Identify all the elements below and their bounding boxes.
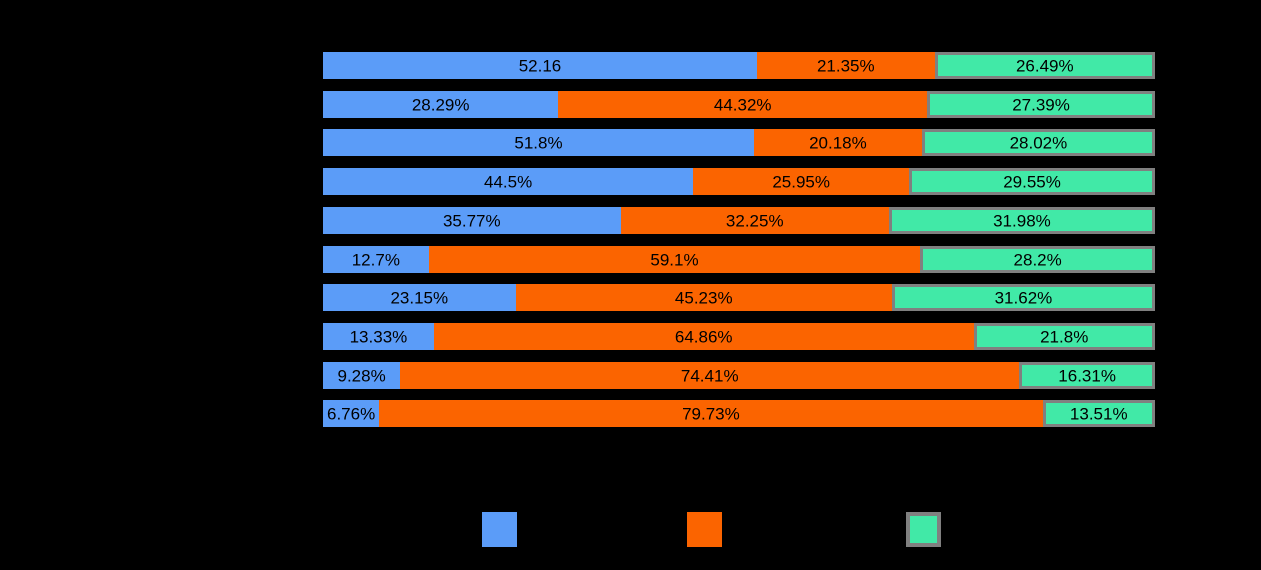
bar-segment-green[interactable]: 28.02% bbox=[921, 129, 1155, 156]
bar-segment-orange[interactable]: 21.35% bbox=[756, 52, 935, 79]
bar-row[interactable]: 13.33% 64.86% 21.8% bbox=[323, 323, 1155, 350]
bar-segment-orange[interactable]: 74.41% bbox=[400, 362, 1020, 389]
bar-row[interactable]: 44.5% 25.95% 29.55% bbox=[323, 168, 1155, 195]
bar-segment-value-label: 31.98% bbox=[993, 211, 1051, 230]
bar-segment-value-label: 52.16 bbox=[518, 56, 562, 75]
bar-row[interactable]: 35.77% 32.25% 31.98% bbox=[323, 207, 1155, 234]
bar-row[interactable]: 28.29% 44.32% 27.39% bbox=[323, 91, 1155, 118]
y-axis-labels bbox=[0, 52, 318, 429]
bar-segment-orange[interactable]: 20.18% bbox=[753, 129, 922, 156]
bar-segment-value-label: 31.62% bbox=[994, 288, 1053, 307]
bar-segment-value-label: 64.86% bbox=[674, 327, 733, 346]
bar-segment-blue[interactable]: 13.33% bbox=[323, 323, 434, 350]
bar-segment-value-label: 25.95% bbox=[772, 172, 831, 191]
bar-segment-green[interactable]: 31.98% bbox=[888, 207, 1155, 234]
bar-segment-blue[interactable]: 6.76% bbox=[323, 400, 380, 427]
bar-row[interactable]: 6.76% 79.73% 13.51% bbox=[323, 400, 1155, 427]
plot-area: 52.16 21.35% 26.49% 28.29% 44.32% 27.39% 51.8%… bbox=[323, 52, 1155, 429]
bar-segment-green[interactable]: 26.49% bbox=[934, 52, 1155, 79]
bar-segment-value-label: 23.15% bbox=[390, 288, 449, 307]
bar-segment-value-label: 32.25% bbox=[725, 211, 784, 230]
bar-segment-value-label: 28.29% bbox=[411, 95, 470, 114]
bar-segment-value-label: 79.73% bbox=[682, 404, 740, 423]
bar-segment-green[interactable]: 21.8% bbox=[973, 323, 1155, 350]
bar-segment-orange[interactable]: 79.73% bbox=[379, 400, 1043, 427]
bar-segment-blue[interactable]: 52.16 bbox=[323, 52, 757, 79]
bar-segment-blue[interactable]: 51.8% bbox=[323, 129, 754, 156]
bar-segment-value-label: 45.23% bbox=[674, 288, 733, 307]
bar-segment-value-label: 28.2% bbox=[1013, 250, 1062, 269]
legend-swatch-green bbox=[906, 512, 941, 547]
bar-segment-blue[interactable]: 12.7% bbox=[323, 246, 429, 273]
bar-segment-value-label: 13.51% bbox=[1069, 404, 1128, 423]
bar-segment-green[interactable]: 13.51% bbox=[1042, 400, 1155, 427]
bar-segment-green[interactable]: 29.55% bbox=[909, 168, 1155, 195]
bar-segment-value-label: 51.8% bbox=[514, 133, 563, 152]
bar-segment-blue[interactable]: 23.15% bbox=[323, 284, 516, 311]
bar-segment-green[interactable]: 28.2% bbox=[920, 246, 1155, 273]
bar-segment-orange[interactable]: 25.95% bbox=[693, 168, 910, 195]
bar-row[interactable]: 51.8% 20.18% 28.02% bbox=[323, 129, 1155, 156]
bar-segment-value-label: 9.28% bbox=[337, 366, 386, 385]
bar-segment-value-label: 13.33% bbox=[349, 327, 408, 346]
bar-segment-orange[interactable]: 64.86% bbox=[433, 323, 974, 350]
bar-segment-green[interactable]: 16.31% bbox=[1019, 362, 1155, 389]
bar-segment-orange[interactable]: 45.23% bbox=[515, 284, 892, 311]
bar-segment-orange[interactable]: 59.1% bbox=[428, 246, 921, 273]
bar-row[interactable]: 52.16 21.35% 26.49% bbox=[323, 52, 1155, 79]
bar-row[interactable]: 12.7% 59.1% 28.2% bbox=[323, 246, 1155, 273]
bar-segment-value-label: 20.18% bbox=[809, 133, 867, 152]
bar-segment-value-label: 44.5% bbox=[484, 172, 533, 191]
bar-segment-value-label: 16.31% bbox=[1058, 366, 1116, 385]
legend-swatch-blue bbox=[482, 512, 517, 547]
legend-entry[interactable] bbox=[482, 505, 527, 555]
bar-segment-orange[interactable]: 32.25% bbox=[620, 207, 889, 234]
bar-segment-value-label: 27.39% bbox=[1012, 95, 1070, 114]
bar-segment-value-label: 44.32% bbox=[713, 95, 772, 114]
bar-segment-value-label: 12.7% bbox=[351, 250, 400, 269]
bar-segment-value-label: 6.76% bbox=[327, 404, 376, 423]
bar-segment-blue[interactable]: 44.5% bbox=[323, 168, 694, 195]
bar-segment-blue[interactable]: 9.28% bbox=[323, 362, 401, 389]
bar-segment-green[interactable]: 31.62% bbox=[891, 284, 1155, 311]
bar-segment-blue[interactable]: 28.29% bbox=[323, 91, 559, 118]
bar-segment-value-label: 74.41% bbox=[680, 366, 739, 385]
bar-segment-value-label: 59.1% bbox=[650, 250, 699, 269]
legend-swatch-orange bbox=[687, 512, 722, 547]
bar-segment-green[interactable]: 27.39% bbox=[927, 91, 1155, 118]
bar-segment-value-label: 21.35% bbox=[816, 56, 875, 75]
bar-row[interactable]: 9.28% 74.41% 16.31% bbox=[323, 362, 1155, 389]
bar-segment-value-label: 26.49% bbox=[1015, 56, 1074, 75]
bar-segment-value-label: 21.8% bbox=[1040, 327, 1089, 346]
bar-segment-blue[interactable]: 35.77% bbox=[323, 207, 621, 234]
chart-legend bbox=[0, 505, 1261, 560]
bar-segment-value-label: 35.77% bbox=[442, 211, 501, 230]
bar-segment-orange[interactable]: 44.32% bbox=[558, 91, 928, 118]
bar-segment-value-label: 29.55% bbox=[1003, 172, 1061, 191]
bar-row[interactable]: 23.15% 45.23% 31.62% bbox=[323, 284, 1155, 311]
legend-entry[interactable] bbox=[906, 505, 951, 555]
bar-segment-value-label: 28.02% bbox=[1009, 133, 1068, 152]
legend-entry[interactable] bbox=[687, 505, 732, 555]
